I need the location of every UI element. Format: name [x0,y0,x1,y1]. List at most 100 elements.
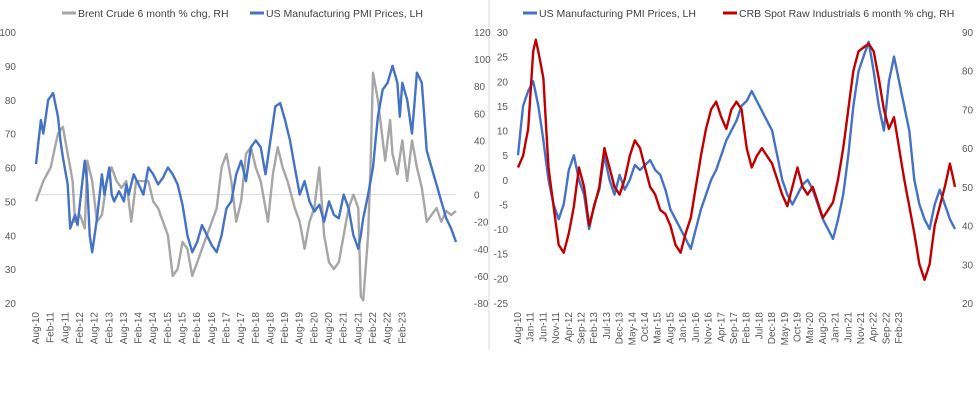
left-left-axis-tick: 20 [5,299,17,310]
left-x-tick-label: Aug-13 [119,312,130,345]
left-x-tick-label: Aug-15 [178,312,189,345]
right-series-line-crb-spot-raw-industrials-6-month-chg-rh [516,38,957,281]
right-right-axis-tick: 90 [962,28,974,39]
left-right-axis-tick: 60 [474,109,486,120]
left-x-tick-label: Feb-22 [368,312,379,344]
left-left-axis-tick: 50 [5,197,17,208]
left-x-tick-label: Aug-12 [90,312,101,345]
right-x-tick-label: Aug-15 [665,312,676,345]
left-right-axis-tick: 40 [474,136,486,147]
right-x-tick-label: Dec-13 [615,312,626,345]
left-x-tick-label: Aug-10 [31,312,42,345]
right-x-tick-label: Apr-22 [869,312,880,342]
left-x-tick-label: Feb-15 [163,312,174,344]
left-x-tick-label: Aug-18 [265,312,276,345]
right-right-axis-tick: 70 [962,105,974,116]
right-left-axis-tick: -15 [494,250,509,261]
right-chart: -25 -20 -15 -10 -5 0 5 10 15 20 25 30 20 30 40 50 60 70 80… [494,28,974,345]
right-x-tick-label: Dec-18 [767,312,778,345]
right-right-axis-tick: 30 [962,260,974,271]
left-right-axis-tick: -80 [474,299,489,310]
left-x-tick-label: Aug-20 [324,312,335,345]
left-left-axis-tick: 80 [5,96,17,107]
right-left-axis-tick: 30 [497,28,509,39]
left-x-tick-label: Feb-17 [221,312,232,344]
right-x-tick-label: Mar-20 [805,312,816,344]
left-right-axis-tick: 120 [474,28,491,39]
left-x-tick-label: Aug-14 [148,312,159,345]
left-x-tick-label: Aug-22 [383,312,394,345]
left-series-line-brent-crude-6-month-chg-rh [34,71,457,302]
left-x-tick-label: Feb-14 [134,312,145,344]
right-x-tick-label: Oct-14 [640,312,651,342]
left-right-axis-tick: 80 [474,82,486,93]
right-x-tick-label: Nov-11 [551,312,562,344]
left-right-axis-tick: 20 [474,164,486,175]
right-x-tick-label: Sep-17 [729,312,740,345]
right-x-tick-label: Jul-13 [602,312,613,340]
right-left-axis-tick: 10 [497,127,509,138]
right-x-tick-label: Sep-12 [577,312,588,345]
right-x-tick-label: Feb-23 [894,312,905,344]
right-x-tick-label: Jun-21 [843,312,854,343]
right-left-axis-tick: 15 [497,102,509,113]
left-legend: Brent Crude 6 month % chg, RH US Manufac… [62,8,423,20]
right-legend: US Manufacturing PMI Prices, LH CRB Spot… [523,8,954,20]
right-left-axis-tick: 25 [497,53,509,64]
right-x-tick-label: Feb-18 [742,312,753,344]
right-x-tick-label: Feb-13 [589,312,600,344]
left-x-tick-label: Aug-19 [295,312,306,345]
right-right-axis-tick: 20 [962,299,974,310]
right-x-tick-label: Jan-11 [526,312,537,342]
left-left-axis-tick: 100 [0,28,16,39]
left-x-tick-label: Feb-23 [397,312,408,344]
right-x-tick-label: Apr-17 [716,312,727,342]
right-x-tick-label: Jan-16 [678,312,689,343]
left-x-tick-label: Feb-21 [339,312,350,344]
right-left-axis-tick: -10 [494,225,509,236]
left-x-tick-label: Feb-20 [309,312,320,344]
right-x-tick-label: Aug-10 [513,312,524,345]
right-x-tick-label: Oct-19 [792,312,803,342]
legend-label-pmi-right: US Manufacturing PMI Prices, LH [539,8,696,20]
legend-label-pmi-left: US Manufacturing PMI Prices, LH [266,8,423,20]
right-x-tick-label: Sep-22 [881,312,892,345]
right-x-tick-label: May-19 [780,312,791,346]
right-x-tick-label: Jun-11 [538,312,549,342]
left-x-tick-label: Aug-11 [60,312,71,344]
left-right-axis-tick: 0 [474,191,480,202]
left-chart: 20 30 40 50 60 70 80 90 100 -80 -60 -40 -20 0 20 40 60 80… [0,28,491,344]
left-x-tick-label: Feb-11 [46,312,57,343]
left-right-axis-tick: -60 [474,272,489,283]
left-left-axis-tick: 40 [5,231,17,242]
left-left-axis-tick: 60 [5,164,17,175]
right-left-axis-tick: 20 [497,77,509,88]
left-left-axis-tick: 70 [5,130,17,141]
left-right-axis-tick: -20 [474,218,489,229]
right-x-tick-label: Jan-21 [831,312,842,343]
legend-label-crb: CRB Spot Raw Industrials 6 month % chg, … [739,8,954,20]
left-series-line-us-manufacturing-pmi-prices-lh [34,64,458,254]
right-left-axis-tick: -5 [499,200,508,211]
left-x-tick-label: Aug-17 [236,312,247,345]
right-x-tick-label: Jul-18 [754,312,765,340]
left-left-axis-tick: 90 [5,62,17,73]
right-x-tick-label: Apr-12 [564,312,575,342]
right-left-axis-tick: -25 [494,299,509,310]
right-right-axis-tick: 80 [962,67,974,78]
left-x-tick-label: Feb-12 [75,312,86,344]
left-x-tick-label: Aug-16 [207,312,218,345]
right-x-tick-label: Jun-16 [691,312,702,343]
left-x-tick-label: Aug-21 [353,312,364,345]
left-left-axis-tick: 30 [5,265,17,276]
left-x-tick-label: Feb-16 [192,312,203,344]
right-right-axis-tick: 40 [962,222,974,233]
right-x-tick-label: Nov-16 [704,312,715,345]
left-right-axis-tick: 100 [474,55,491,66]
right-left-axis-tick: -20 [494,274,509,285]
right-x-tick-label: Nov-21 [856,312,867,345]
left-x-tick-label: Feb-19 [280,312,291,344]
right-series-line-us-manufacturing-pmi-prices-lh [516,40,957,250]
right-right-axis-tick: 50 [962,183,974,194]
